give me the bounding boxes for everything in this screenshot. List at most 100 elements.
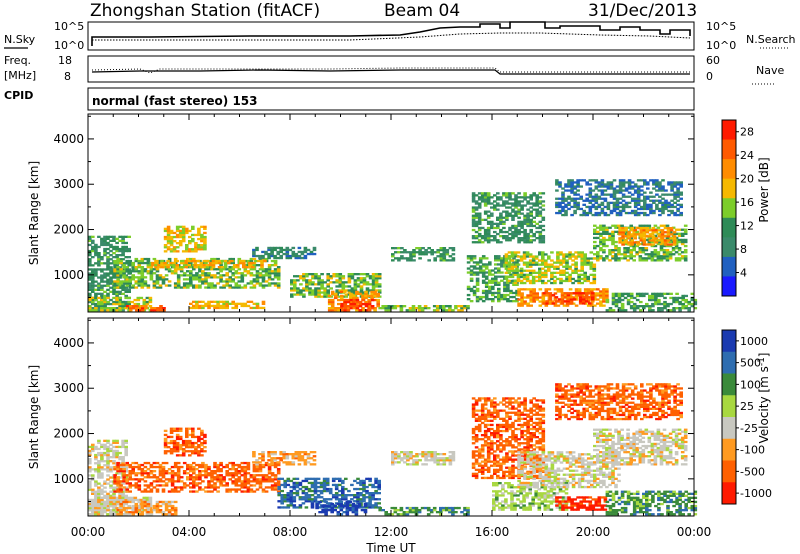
power-cell [571,271,575,274]
power-cell [602,298,606,301]
velocity-cell [124,494,128,497]
power-cell [127,235,131,238]
power-cell [412,259,416,262]
power-cell [484,289,489,293]
power-cell [166,237,171,241]
power-cell [612,203,617,206]
power-cell [200,244,204,247]
power-cell [273,261,278,265]
power-cell [502,204,506,207]
power-cell [665,257,670,260]
power-cell [564,203,568,206]
power-cell [234,272,239,275]
power-cell [591,189,596,192]
velocity-cell [204,468,208,471]
power-cell [326,285,330,288]
power-cell [358,309,363,312]
velocity-cell [91,490,95,493]
power-cell [477,226,482,230]
power-cell [234,270,239,273]
velocity-cell [261,478,266,481]
power-cell [483,212,488,215]
power-cell [611,240,615,244]
power-cell [529,218,533,221]
velocity-cell [137,468,142,471]
power-cell [620,309,625,312]
power-cell [497,298,501,301]
power-cell [161,280,166,283]
power-cell [560,294,565,297]
power-cell [106,278,110,281]
power-cell [166,225,171,228]
power-cell [483,232,488,236]
power-cell [115,284,119,287]
power-cell [514,196,518,199]
velocity-cell [173,480,178,483]
power-cell [471,220,476,223]
power-cell [137,282,142,285]
power-cell [599,228,603,231]
power-cell [181,233,186,237]
velocity-cell [152,486,157,489]
power-cell [100,258,104,261]
power-cell [191,233,195,237]
power-cell [106,272,110,275]
power-cell [207,268,211,271]
velocity-cell [106,456,110,459]
velocity-cell [137,478,142,481]
power-cell [507,275,512,279]
velocity-cell [125,480,129,483]
power-cell [570,199,574,202]
power-cell [240,304,245,308]
velocity-cell [164,484,169,487]
power-cell [614,257,618,260]
power-cell [561,209,565,213]
power-cell [593,228,597,231]
power-cell [670,203,674,206]
power-cell [508,214,512,217]
power-cell [665,255,670,258]
power-cell [519,273,524,276]
power-cell [116,261,120,265]
power-cell [338,277,343,280]
power-cell [538,235,543,238]
velocity-cell [201,474,205,477]
power-cell [570,189,574,192]
power-cell [466,287,471,291]
power-cell [320,281,324,284]
power-cell [370,296,374,300]
power-cell [615,213,620,217]
power-cell [507,261,512,264]
power-cell [127,284,131,287]
power-cell [347,279,352,282]
power-cell [674,236,679,240]
power-cell [621,207,626,211]
power-cell [273,272,278,275]
power-cell [559,261,563,264]
power-cell [184,259,189,263]
velocity-cell [146,484,151,487]
power-cell [293,281,297,284]
power-cell [228,266,232,269]
power-cell [504,275,509,279]
velocity-cell [261,476,266,479]
velocity-cell [182,472,187,475]
power-cell [577,290,582,293]
power-cell [517,241,521,244]
power-cell [185,246,189,249]
power-cell [656,226,661,229]
velocity-cell [273,461,278,465]
power-cell [267,274,272,277]
velocity-cell [201,470,205,473]
power-cell [169,240,174,243]
velocity-cell [181,439,186,443]
power-cell [222,274,226,277]
power-cell [231,306,235,310]
power-cell [577,281,581,285]
power-cell [612,193,617,196]
power-cell [499,230,503,234]
power-cell [151,264,155,267]
power-cell [514,226,518,230]
power-cell [593,244,597,248]
power-cell [497,255,501,258]
